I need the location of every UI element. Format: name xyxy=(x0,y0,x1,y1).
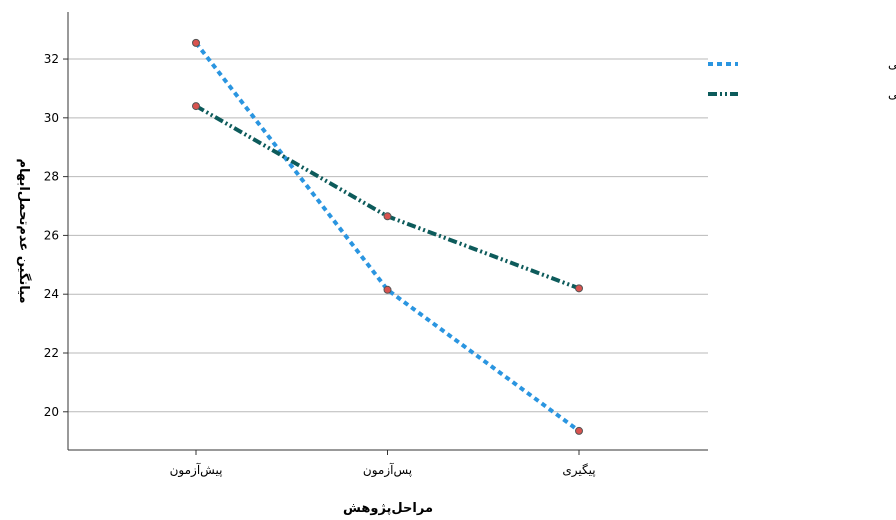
data-point xyxy=(383,212,392,221)
legend-label: گروه‌درمان ذهن‌آگاهی xyxy=(888,86,896,102)
grid-lines xyxy=(68,58,708,413)
data-point xyxy=(575,426,583,435)
y-tick-label: 30 xyxy=(44,111,59,125)
y-tick-labels: 20 22 24 26 28 30 32 xyxy=(44,52,68,419)
x-tick-labels: پیش‌آزمون پس‌آزمون پیگیری xyxy=(170,450,596,478)
y-tick-label: 32 xyxy=(44,52,59,66)
data-point xyxy=(575,284,583,293)
series-lines xyxy=(194,41,581,433)
axes xyxy=(67,12,708,451)
legend: گروه‌درمان فراتشخیصی گروه‌درمان ذهن‌آگاهی xyxy=(708,57,896,102)
series-line xyxy=(194,41,581,433)
legend-label: گروه‌درمان فراتشخیصی xyxy=(888,57,896,72)
data-point xyxy=(192,102,200,111)
x-axis-title: مراحل‌پژوهش xyxy=(343,501,433,516)
y-tick-label: 22 xyxy=(44,346,59,360)
y-axis-title: میانگین عدم‌تحمل‌ابهام xyxy=(16,158,32,303)
series-points xyxy=(192,38,583,435)
x-tick-label: پس‌آزمون xyxy=(363,462,412,478)
y-tick-label: 28 xyxy=(44,170,59,184)
y-tick-label: 26 xyxy=(44,228,59,242)
series-line xyxy=(195,104,580,291)
y-tick-label: 20 xyxy=(44,405,59,419)
x-tick-label: پیگیری xyxy=(562,463,595,478)
y-tick-label: 24 xyxy=(44,287,59,301)
x-tick-label: پیش‌آزمون xyxy=(170,462,223,478)
data-point xyxy=(383,285,392,294)
data-point xyxy=(192,38,200,47)
